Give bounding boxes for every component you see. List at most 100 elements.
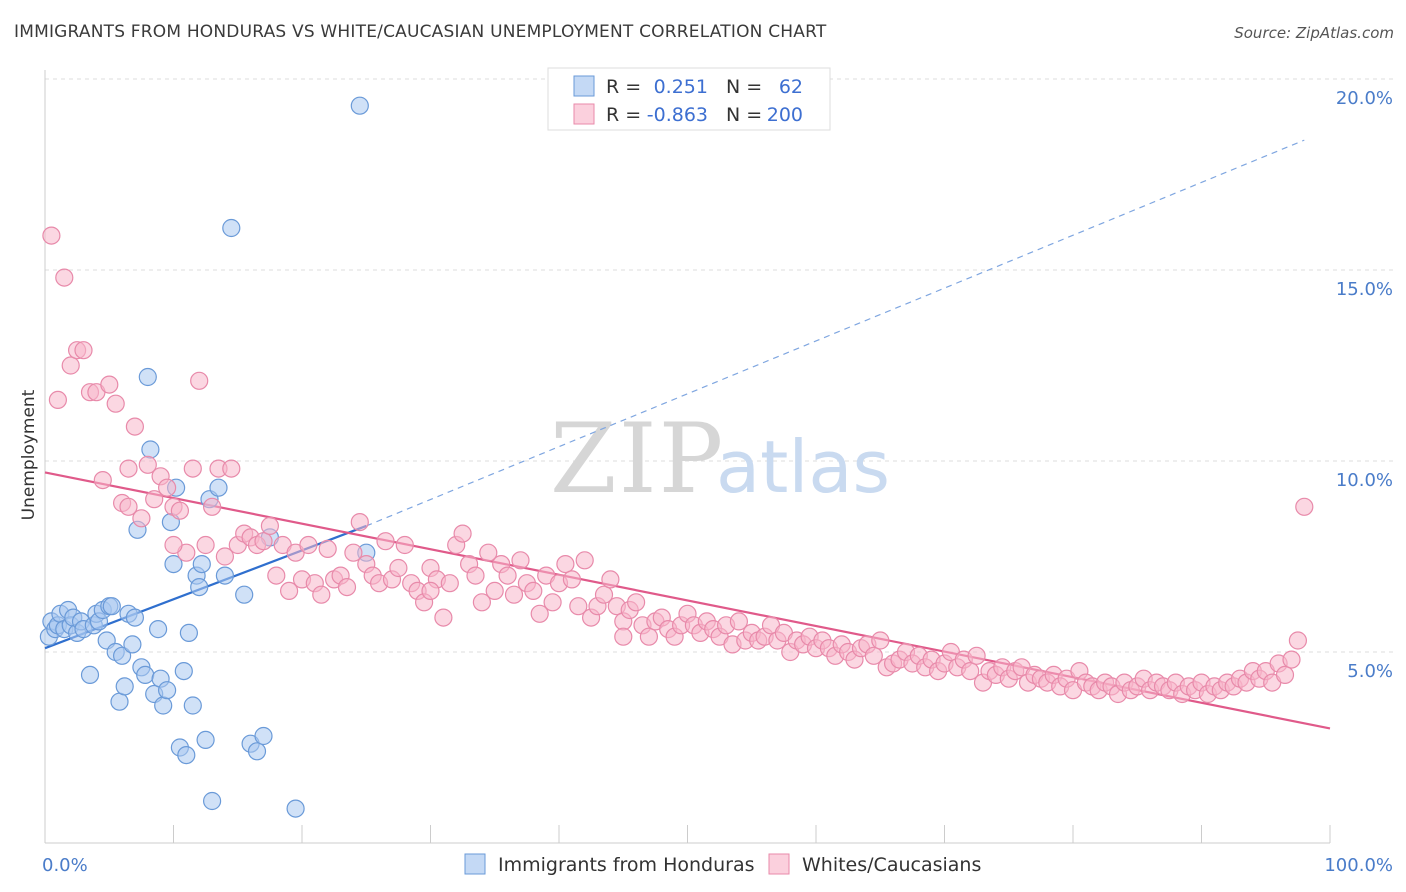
- legend-r-label-whites: R =: [606, 104, 641, 126]
- point-series-1-20: [170, 501, 189, 520]
- point-series-1-9: [100, 375, 119, 394]
- point-series-1-3: [61, 356, 80, 375]
- point-series-0-59: [286, 799, 305, 818]
- point-series-0-44: [183, 696, 202, 715]
- series-legend-label-whites: Whites/Caucasians: [802, 854, 981, 876]
- point-series-0-35: [154, 696, 173, 715]
- y-tick-labels: 5.0% 10.0% 15.0% 20.0%: [1336, 88, 1393, 682]
- point-series-1-1: [48, 390, 68, 409]
- point-series-1-46: [337, 577, 357, 597]
- series-legend: Immigrants from Honduras Whites/Caucasia…: [464, 853, 981, 876]
- point-series-1-67: [472, 593, 491, 612]
- point-series-0-53: [222, 218, 241, 238]
- point-series-0-43: [179, 623, 198, 643]
- legend-r-value-whites: -0.863: [647, 104, 708, 126]
- point-series-1-22: [183, 459, 202, 478]
- point-series-0-48: [196, 730, 215, 750]
- point-series-1-37: [280, 581, 299, 601]
- point-series-1-196: [119, 497, 138, 516]
- point-series-1-195: [1295, 497, 1314, 516]
- point-series-0-33: [149, 619, 168, 639]
- point-series-1-43: [318, 539, 337, 559]
- point-series-0-57: [254, 726, 273, 746]
- point-series-0-52: [215, 566, 234, 585]
- legend-n-value-whites: 200: [767, 104, 803, 126]
- chart-source: Source: ZipAtlas.com: [1234, 24, 1394, 42]
- correlation-legend: R = 0.251 N = 62 R = -0.863 N = 200: [547, 67, 831, 131]
- point-series-0-22: [112, 646, 132, 665]
- series-legend-swatch-whites: [768, 853, 790, 875]
- point-series-0-25: [123, 635, 142, 654]
- chart-title: IMMIGRANTS FROM HONDURAS VS WHITE/CAUCAS…: [14, 22, 827, 42]
- point-series-1-193: [1282, 650, 1301, 669]
- point-series-1-28: [222, 459, 241, 478]
- point-series-1-23: [190, 371, 209, 390]
- y-tick-label-1: 10.0%: [1336, 470, 1393, 491]
- point-series-1-72: [504, 585, 524, 604]
- legend-n-label-whites: N =: [726, 104, 762, 126]
- trend-line-honduras-extension: [366, 139, 1305, 527]
- point-series-1-83: [575, 551, 594, 570]
- point-series-0-54: [235, 585, 254, 604]
- y-tick-label-2: 15.0%: [1336, 279, 1393, 300]
- legend-r-label-honduras: R =: [606, 76, 641, 98]
- legend-n-label-honduras: N =: [726, 76, 762, 98]
- x-tick-label-1: 100.0%: [1324, 855, 1393, 876]
- point-series-1-34: [260, 516, 279, 536]
- point-series-1-25: [203, 497, 222, 516]
- data-points: [39, 96, 1314, 818]
- point-series-1-48: [350, 512, 369, 532]
- legend-r-value-honduras: 0.251: [654, 76, 708, 98]
- legend-swatch-honduras: [573, 75, 595, 97]
- y-axis-label: Unemployment: [19, 389, 39, 520]
- point-series-1-16: [145, 490, 164, 509]
- point-series-1-13: [125, 417, 144, 436]
- series-legend-swatch-honduras: [464, 853, 486, 875]
- point-series-1-198: [421, 581, 440, 601]
- point-series-0-42: [177, 745, 196, 765]
- point-series-1-91: [626, 593, 646, 612]
- watermark-atlas: atlas: [716, 425, 890, 509]
- point-series-1-78: [543, 593, 562, 612]
- point-series-1-86: [594, 585, 614, 604]
- point-series-1-5: [74, 341, 93, 360]
- point-series-0-31: [141, 440, 160, 459]
- point-series-1-143: [961, 661, 980, 681]
- point-series-0-30: [138, 367, 157, 387]
- point-series-1-15: [138, 455, 157, 474]
- point-series-1-61: [434, 608, 453, 627]
- point-series-0-46: [190, 577, 209, 597]
- watermark-zip: ZIP: [550, 403, 725, 515]
- legend-n-value-honduras: 62: [779, 76, 803, 98]
- point-series-1-8: [93, 471, 112, 490]
- point-series-0-19: [102, 597, 121, 616]
- point-series-1-52: [376, 532, 395, 551]
- point-series-1-128: [864, 646, 883, 665]
- point-series-1-107: [729, 612, 749, 631]
- point-series-1-81: [562, 570, 582, 589]
- point-series-1-64: [453, 524, 472, 543]
- y-tick-label-0: 5.0%: [1347, 661, 1393, 682]
- point-series-1-18: [158, 478, 177, 497]
- point-series-1-0: [42, 226, 61, 245]
- point-series-0-29: [136, 665, 155, 685]
- point-series-0-36: [158, 681, 177, 700]
- point-series-1-68: [479, 543, 498, 562]
- point-series-1-35: [267, 566, 286, 585]
- axes: [44, 70, 1331, 844]
- point-series-0-51: [209, 478, 228, 497]
- watermark: ZIP atlas: [550, 403, 890, 515]
- point-series-0-41: [174, 661, 193, 681]
- point-series-1-199: [614, 627, 633, 646]
- x-tick-label-0: 0.0%: [42, 855, 88, 876]
- point-series-1-197: [164, 535, 183, 555]
- point-series-1-14: [132, 509, 151, 528]
- point-series-1-55: [395, 535, 414, 555]
- point-series-0-56: [247, 742, 267, 761]
- point-series-1-73: [511, 551, 530, 570]
- grid-lines: [45, 78, 1393, 653]
- point-series-1-93: [639, 627, 659, 646]
- point-series-1-47: [344, 543, 363, 562]
- point-series-1-2: [55, 268, 74, 287]
